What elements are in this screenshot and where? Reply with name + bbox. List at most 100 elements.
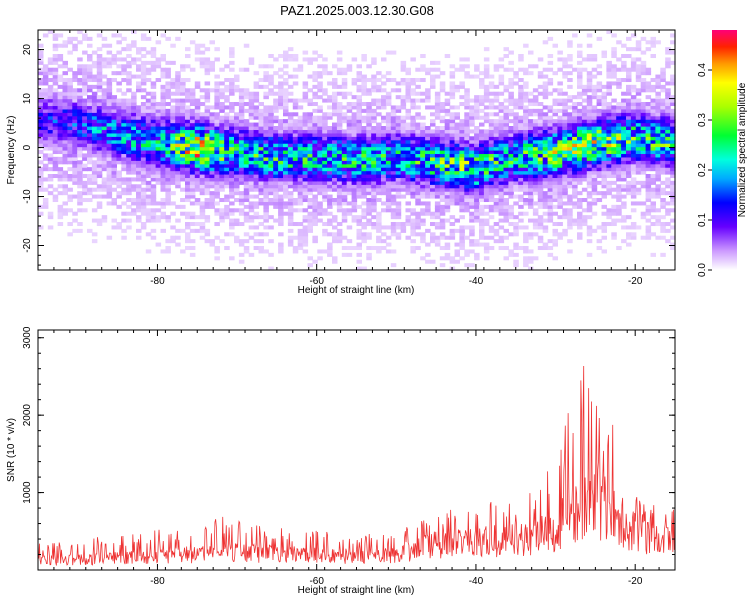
heatmap-cell	[523, 167, 529, 172]
heatmap-cell	[209, 139, 215, 144]
heatmap-cell	[96, 81, 103, 86]
heatmap-cell	[483, 112, 490, 117]
heatmap-cell	[601, 160, 607, 165]
heatmap-cell	[395, 129, 402, 134]
heatmap-cell	[160, 84, 166, 89]
heatmap-cell	[439, 187, 446, 192]
heatmap-cell	[464, 57, 470, 62]
heatmap-cell	[278, 249, 284, 254]
heatmap-cell	[513, 187, 519, 192]
heatmap-cell	[204, 88, 211, 93]
heatmap-cell	[302, 170, 309, 175]
heatmap-cell	[234, 153, 240, 158]
heatmap-cell	[170, 132, 176, 137]
heatmap-cell	[47, 88, 54, 93]
heatmap-cell	[469, 129, 475, 134]
heatmap-cell	[136, 150, 142, 155]
heatmap-cell	[209, 60, 215, 65]
heatmap-cell	[493, 91, 500, 96]
heatmap-cell	[106, 180, 113, 185]
heatmap-cell	[91, 136, 98, 141]
heatmap-cell	[209, 126, 215, 131]
heatmap-cell	[523, 239, 529, 244]
heatmap-cell	[204, 126, 211, 131]
heatmap-cell	[645, 208, 652, 213]
heatmap-cell	[180, 132, 186, 137]
heatmap-cell	[415, 98, 421, 103]
heatmap-cell	[601, 132, 607, 137]
heatmap-cell	[444, 208, 451, 213]
heatmap-cell	[449, 156, 456, 161]
heatmap-cell	[219, 122, 225, 127]
heatmap-cell	[616, 153, 622, 158]
heatmap-cell	[131, 74, 137, 79]
heatmap-cell	[47, 160, 54, 165]
heatmap-cell	[640, 84, 647, 89]
heatmap-cell	[581, 91, 588, 96]
heatmap-cell	[194, 102, 201, 107]
heatmap-cell	[214, 187, 220, 192]
heatmap-cell	[552, 174, 558, 179]
heatmap-cell	[52, 47, 59, 52]
heatmap-cell	[170, 60, 176, 65]
heatmap-cell	[297, 156, 304, 161]
heatmap-cell	[175, 119, 181, 124]
heatmap-cell	[327, 218, 333, 223]
heatmap-cell	[140, 33, 147, 38]
heatmap-cell	[415, 143, 421, 148]
heatmap-cell	[229, 119, 235, 124]
heatmap-cell	[116, 64, 122, 69]
heatmap-cell	[498, 105, 505, 110]
heatmap-cell	[273, 160, 279, 165]
heatmap-cell	[635, 191, 642, 196]
heatmap-cell	[185, 239, 191, 244]
heatmap-cell	[606, 146, 612, 151]
heatmap-cell	[366, 170, 372, 175]
heatmap-cell	[302, 81, 309, 86]
heatmap-cell	[523, 249, 529, 254]
heatmap-cell	[150, 132, 157, 137]
heatmap-cell	[513, 215, 519, 220]
heatmap-cell	[567, 249, 573, 254]
heatmap-cell	[547, 204, 554, 209]
heatmap-cell	[483, 143, 490, 148]
heatmap-cell	[258, 108, 264, 113]
heatmap-cell	[547, 160, 554, 165]
heatmap-cell	[557, 156, 563, 161]
heatmap-cell	[175, 112, 181, 117]
heatmap-cell	[77, 146, 83, 151]
heatmap-cell	[498, 146, 505, 151]
heatmap-cell	[283, 64, 289, 69]
heatmap-cell	[234, 150, 240, 155]
heatmap-cell	[430, 163, 436, 168]
heatmap-cell	[224, 153, 230, 158]
heatmap-cell	[596, 191, 603, 196]
heatmap-cell	[425, 167, 431, 172]
heatmap-cell	[459, 95, 465, 100]
heatmap-cell	[518, 167, 524, 172]
heatmap-cell	[523, 98, 529, 103]
heatmap-cell	[552, 184, 558, 189]
heatmap-cell	[464, 136, 470, 141]
heatmap-cell	[67, 129, 73, 134]
heatmap-cell	[493, 198, 500, 203]
heatmap-cell	[140, 191, 147, 196]
heatmap-cell	[165, 126, 171, 131]
heatmap-cell	[488, 228, 495, 233]
heatmap-cell	[469, 232, 475, 237]
heatmap-cell	[57, 184, 64, 189]
heatmap-cell	[57, 91, 64, 96]
heatmap-cell	[395, 156, 402, 161]
heatmap-cell	[229, 191, 235, 196]
heatmap-cell	[209, 129, 215, 134]
heatmap-cell	[498, 108, 505, 113]
heatmap-cell	[385, 102, 392, 107]
heatmap-cell	[278, 232, 284, 237]
heatmap-cell	[635, 43, 642, 48]
heatmap-cell	[292, 74, 299, 79]
heatmap-cell	[77, 122, 83, 127]
heatmap-cell	[577, 54, 583, 59]
heatmap-cell	[238, 242, 245, 247]
heatmap-cell	[72, 108, 78, 113]
heatmap-cell	[72, 132, 78, 137]
